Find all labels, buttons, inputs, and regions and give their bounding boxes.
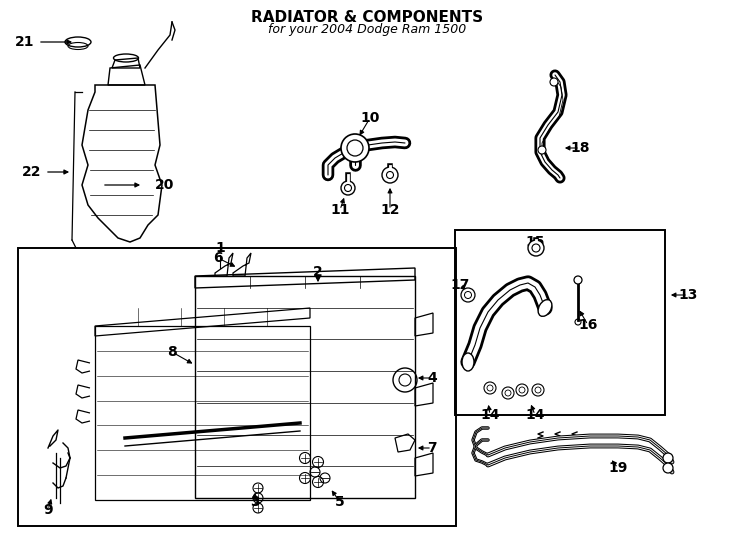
Circle shape [502,387,514,399]
Text: 8: 8 [167,345,177,359]
Circle shape [341,134,369,162]
Text: 3: 3 [250,495,260,509]
Text: 21: 21 [15,35,34,49]
Text: 19: 19 [608,461,628,475]
Bar [95,326,310,500]
Text: 1: 1 [215,241,225,255]
Bar [455,230,665,415]
Text: 7: 7 [427,441,437,455]
Circle shape [663,463,673,473]
Circle shape [538,146,546,154]
Text: 5: 5 [335,495,345,509]
Text: 20: 20 [155,178,175,192]
Bar [18,248,456,526]
Text: 2: 2 [313,265,323,279]
Text: for your 2004 Dodge Ram 1500: for your 2004 Dodge Ram 1500 [268,23,466,36]
Text: 12: 12 [380,203,400,217]
Circle shape [532,384,544,396]
Circle shape [382,167,398,183]
Text: RADIATOR & COMPONENTS: RADIATOR & COMPONENTS [251,10,483,25]
Circle shape [574,276,582,284]
Circle shape [663,453,673,463]
Text: 10: 10 [360,111,379,125]
Bar [195,276,415,498]
Text: 11: 11 [330,203,349,217]
Text: 4: 4 [427,371,437,385]
Circle shape [341,181,355,195]
Text: 16: 16 [578,318,597,332]
Text: 17: 17 [451,278,470,292]
Circle shape [516,384,528,396]
Circle shape [528,240,544,256]
Text: 14: 14 [526,408,545,422]
Circle shape [550,78,558,86]
Circle shape [461,288,475,302]
Circle shape [484,382,496,394]
Text: 6: 6 [213,251,223,265]
Text: 18: 18 [570,141,589,155]
Ellipse shape [538,300,552,316]
Text: 15: 15 [526,235,545,249]
Ellipse shape [462,353,474,371]
Text: 9: 9 [43,503,53,517]
Text: 22: 22 [22,165,42,179]
Text: 13: 13 [678,288,698,302]
Text: 14: 14 [480,408,500,422]
